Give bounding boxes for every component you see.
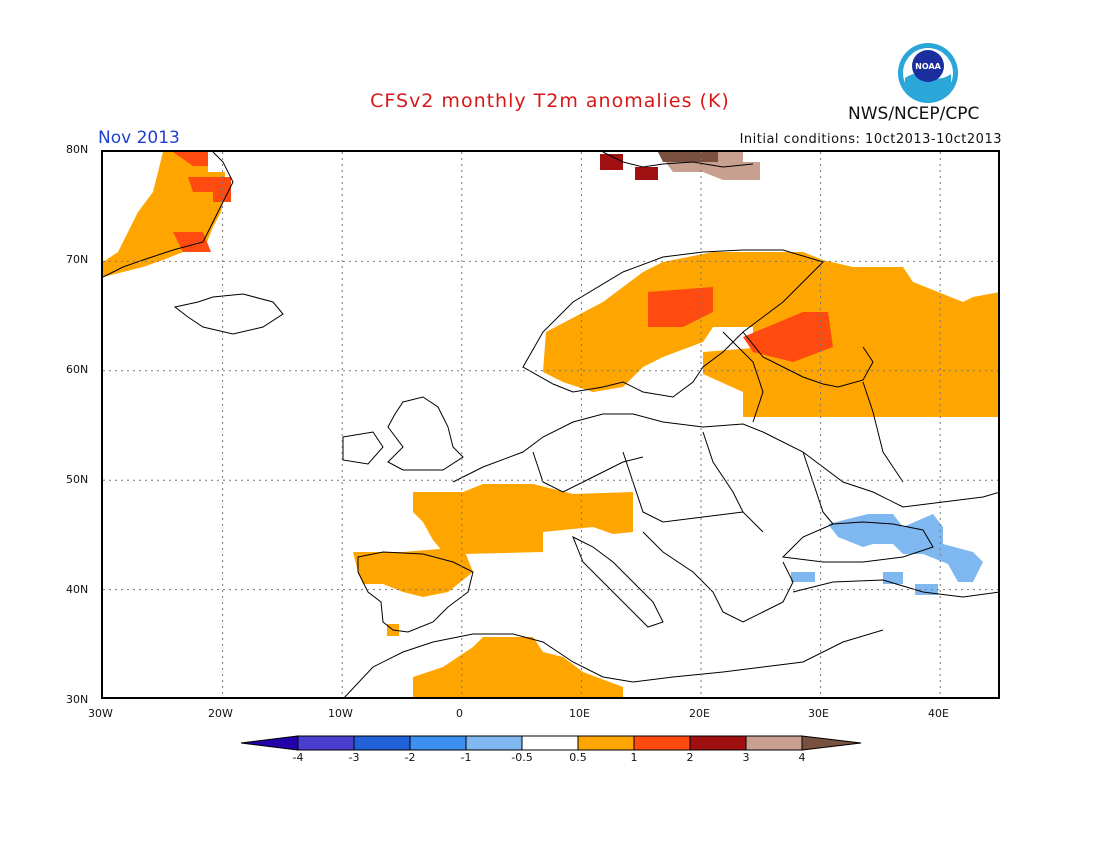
colorbar-cell-2 bbox=[353, 735, 411, 751]
map-plot-area bbox=[101, 150, 1000, 699]
lon-label-10w: 10W bbox=[328, 707, 353, 720]
anomaly-greenland-warm bbox=[173, 152, 231, 252]
anomaly-map bbox=[103, 152, 998, 697]
border-1 bbox=[532, 451, 644, 493]
noaa-logo: NOAA bbox=[898, 43, 958, 103]
colorbar bbox=[240, 735, 862, 751]
anomaly-shading bbox=[103, 152, 998, 697]
lat-label-40n: 40N bbox=[66, 583, 89, 596]
lat-label-50n: 50N bbox=[66, 473, 89, 486]
coast-italy bbox=[572, 535, 664, 628]
graticule bbox=[103, 152, 998, 697]
agency-label: NWS/NCEP/CPC bbox=[848, 104, 980, 124]
month-label: Nov 2013 bbox=[98, 128, 180, 148]
colorbar-label-p2: 2 bbox=[686, 751, 694, 764]
lon-label-40e: 40E bbox=[928, 707, 949, 720]
lon-label-30w: 30W bbox=[88, 707, 113, 720]
coast-blacksea bbox=[781, 521, 934, 563]
lat-label-80n: 80N bbox=[66, 143, 89, 156]
coast-balkans bbox=[642, 531, 794, 623]
lat-label-70n: 70N bbox=[66, 253, 89, 266]
border-2 bbox=[622, 451, 744, 523]
colorbar-label-p4: 4 bbox=[798, 751, 806, 764]
colorbar-label-m4: -4 bbox=[292, 751, 304, 764]
colorbar-cell-4 bbox=[465, 735, 523, 751]
colorbar-cell-7 bbox=[633, 735, 691, 751]
lon-label-20w: 20W bbox=[208, 707, 233, 720]
border-3 bbox=[702, 431, 764, 533]
colorbar-label-p1: 1 bbox=[630, 751, 638, 764]
coast-britain bbox=[387, 396, 464, 471]
initial-conditions-label: Initial conditions: 10ct2013-10ct2013 bbox=[739, 132, 1002, 147]
anomaly-svalbard bbox=[600, 154, 658, 180]
coast-scandinavia bbox=[522, 249, 824, 398]
coast-iceland bbox=[173, 293, 284, 335]
lat-label-60n: 60N bbox=[66, 363, 89, 376]
coastlines bbox=[103, 152, 998, 697]
colorbar-cell-6 bbox=[577, 735, 635, 751]
colorbar-label-m3: -3 bbox=[348, 751, 360, 764]
colorbar-cell-9 bbox=[745, 735, 803, 751]
border-6 bbox=[862, 381, 904, 483]
border-4 bbox=[802, 451, 834, 525]
coast-ireland bbox=[342, 431, 384, 465]
coast-iberia bbox=[357, 551, 474, 633]
colorbar-cell-1 bbox=[297, 735, 355, 751]
coast-africa bbox=[344, 629, 884, 697]
colorbar-cell-10 bbox=[801, 735, 862, 751]
anomaly-central-europe bbox=[413, 484, 633, 554]
coast-turkey bbox=[792, 579, 998, 598]
colorbar-cell-5 bbox=[521, 735, 579, 751]
colorbar-cell-8 bbox=[689, 735, 747, 751]
coast-continent bbox=[452, 413, 998, 508]
anomaly-greenland bbox=[103, 152, 225, 277]
colorbar-cell-0 bbox=[240, 735, 299, 751]
colorbar-label-m2: -2 bbox=[404, 751, 416, 764]
colorbar-label-p05: 0.5 bbox=[569, 751, 587, 764]
anomaly-scandinavia-warm bbox=[648, 287, 833, 362]
anomaly-caucasus-cool bbox=[791, 514, 983, 595]
coast-greenland bbox=[103, 152, 234, 278]
border-5 bbox=[722, 331, 764, 423]
colorbar-label-m1: -1 bbox=[460, 751, 472, 764]
lon-label-10e: 10E bbox=[569, 707, 590, 720]
chart-title: CFSv2 monthly T2m anomalies (K) bbox=[370, 90, 730, 112]
logo-text: NOAA bbox=[915, 62, 941, 71]
colorbar-cell-3 bbox=[409, 735, 467, 751]
lat-label-30n: 30N bbox=[66, 693, 89, 706]
coast-svalbard bbox=[602, 152, 754, 168]
colorbar-label-m05: -0.5 bbox=[511, 751, 533, 764]
coast-baltic bbox=[742, 331, 874, 388]
anomaly-north-africa bbox=[413, 637, 623, 697]
anomaly-fjl bbox=[658, 152, 718, 162]
lon-label-0: 0 bbox=[456, 707, 463, 720]
lon-label-30e: 30E bbox=[808, 707, 829, 720]
colorbar-label-p3: 3 bbox=[742, 751, 750, 764]
lon-label-20e: 20E bbox=[689, 707, 710, 720]
